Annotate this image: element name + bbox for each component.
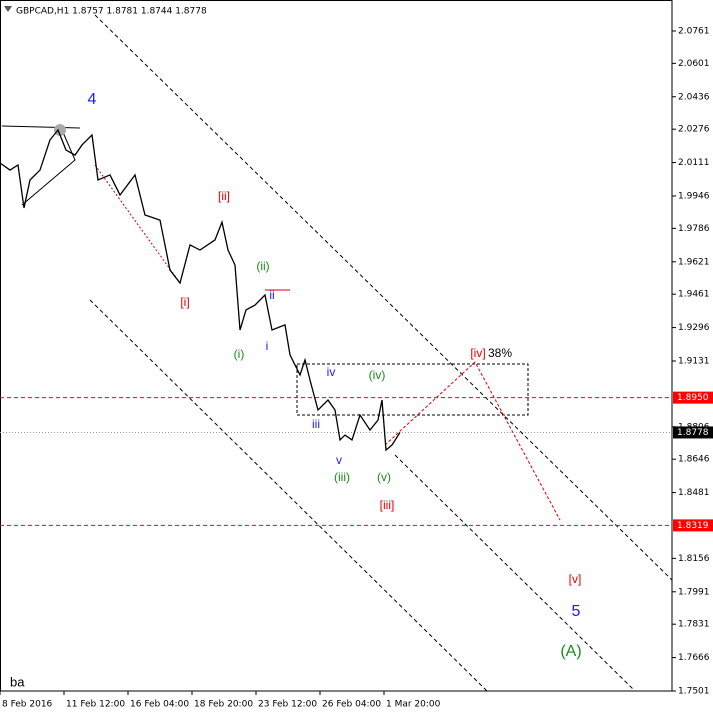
- drawings: [1, 14, 673, 692]
- wave-label: (i): [234, 347, 245, 361]
- level-tag: [673, 426, 713, 439]
- y-tick-label: 1.7991: [678, 587, 710, 597]
- wave-label: (A): [560, 643, 581, 660]
- level-label: 1.8778: [677, 428, 709, 438]
- y-tick-label: 2.0761: [678, 26, 710, 36]
- chart-title: GBPCAD,H1 1.8757 1.8781 1.8744 1.8778: [16, 7, 207, 17]
- y-tick-label: 1.9786: [678, 224, 710, 234]
- wave-label: iv: [327, 365, 336, 379]
- wave-label: [ii]: [218, 189, 230, 203]
- wave-label: [iv]: [470, 346, 485, 360]
- x-tick-label: 26 Feb 04:00: [322, 700, 381, 710]
- level-tag: [673, 391, 713, 404]
- y-tick-label: 1.7666: [678, 653, 710, 663]
- footer-text: ba: [10, 674, 25, 689]
- wave-label: (ii): [256, 259, 269, 273]
- channel-line: [394, 454, 636, 692]
- price-line: [0, 128, 401, 452]
- x-tick-label: 8 Feb 2016: [2, 700, 53, 710]
- y-tick-label: 2.0111: [678, 158, 710, 168]
- y-tick-label: 1.8481: [678, 488, 710, 498]
- trend-line: [21, 129, 76, 206]
- wave-label: iii: [312, 417, 320, 431]
- plot-frame: [0, 0, 673, 692]
- channel-line: [94, 14, 673, 581]
- target-box: [296, 363, 529, 416]
- level-tag: [673, 519, 713, 532]
- marker: [54, 124, 66, 136]
- y-tick-label: 2.0436: [678, 92, 710, 102]
- level-label: 1.8319: [677, 521, 709, 531]
- wave-label: (iv): [369, 368, 386, 382]
- x-tick-label: 11 Feb 12:00: [66, 700, 125, 710]
- y-tick-label: 1.9296: [678, 323, 710, 333]
- wave-label: 4: [88, 91, 97, 108]
- trend-line: [1, 125, 81, 129]
- y-tick-label: 1.9131: [678, 356, 710, 366]
- wave-label: [i]: [180, 295, 189, 309]
- wave-label: (iii): [334, 470, 350, 484]
- wave-label: 38%: [488, 346, 512, 360]
- wave-line: [94, 164, 181, 284]
- y-tick-label: 2.0601: [678, 59, 710, 69]
- y-tick-label: 1.9461: [678, 290, 710, 300]
- y-tick-label: 1.9621: [678, 257, 710, 267]
- y-tick-label: 1.7831: [678, 620, 710, 630]
- level-label: 1.8950: [677, 393, 709, 403]
- x-tick-label: 1 Mar 20:00: [386, 700, 441, 710]
- y-tick-label: 1.8156: [678, 554, 710, 564]
- x-tick-label: 23 Feb 12:00: [258, 700, 317, 710]
- wave-label: (v): [377, 470, 391, 484]
- wave-label: 5: [572, 603, 581, 620]
- wave-label: ii: [269, 288, 274, 302]
- symbol-icon: [4, 6, 12, 12]
- y-tick-label: 1.9946: [678, 191, 710, 201]
- projection: [384, 361, 561, 521]
- wave-label: [iii]: [380, 498, 395, 512]
- wave-label: [v]: [569, 572, 582, 586]
- y-tick-label: 2.0276: [678, 125, 710, 135]
- y-tick-label: 1.8646: [678, 455, 710, 465]
- y-tick-label: 1.7501: [678, 687, 710, 697]
- x-tick-label: 18 Feb 20:00: [194, 700, 253, 710]
- wave-label: i: [266, 339, 269, 353]
- wave-label: v: [336, 453, 342, 467]
- channel-line: [89, 299, 488, 692]
- x-tick-label: 16 Feb 04:00: [130, 700, 189, 710]
